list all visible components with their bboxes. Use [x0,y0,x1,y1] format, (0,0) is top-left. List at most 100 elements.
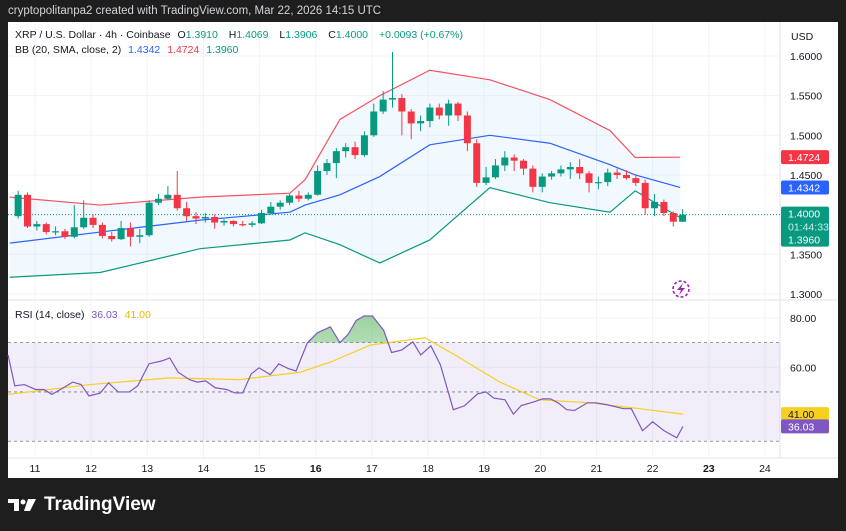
rsi-label[interactable]: RSI (14, close) [15,309,85,321]
candle-body [473,143,481,183]
candle [585,170,593,193]
candle [52,226,60,236]
candle [314,165,322,196]
candle-body [14,194,22,217]
brand-name: TradingView [44,494,156,515]
candle-body [370,111,378,136]
candle-body [220,220,228,223]
bb-basis-value: 1.4342 [128,44,161,56]
candle [660,199,668,217]
high-value: 1.4069 [236,29,269,41]
candle-body [604,172,612,183]
candle [304,192,312,201]
close-label: C [328,29,336,41]
candle-body [679,214,687,222]
time-tick-label: 22 [647,463,659,475]
low-value: 1.3906 [285,29,318,41]
candle [229,220,237,227]
change-value: +0.0093 (+0.67%) [378,29,463,41]
candle [388,52,396,108]
candle-body [445,103,453,116]
candle-body [173,194,181,209]
candle-body [314,170,322,195]
rsi-line [7,315,684,439]
symbol-name[interactable]: XRP / U.S. Dollar · 4h · Coinbase [15,29,171,41]
candle [407,109,415,140]
candle-body [454,103,462,116]
candle [24,192,32,229]
candle [679,209,687,223]
candle-body [529,168,537,187]
candle [566,162,574,179]
bollinger-upper-line [9,69,681,206]
open-label: O [177,29,186,41]
candle [126,222,134,247]
bb-upper-value: 1.4724 [167,44,200,56]
candle-body [613,172,621,175]
candle [491,159,499,179]
candle-body [594,182,602,184]
alert-lightning-icon[interactable] [672,280,690,298]
candle-body [651,201,659,209]
candle-body [388,98,396,100]
price-tick-label: 1.3000 [790,289,822,301]
candle-body [257,213,265,224]
chart-panel[interactable] [8,22,838,478]
candle-body [632,178,640,183]
candle [239,220,247,227]
candle [557,165,565,177]
candle [276,200,284,210]
bb-lower-value: 1.3960 [206,44,239,56]
candle-body [267,206,275,214]
candle [220,219,228,226]
candle [520,159,528,175]
candle [576,159,584,179]
candle [632,174,640,187]
price-tick-label: 1.5500 [790,91,822,103]
candle-body [510,157,518,161]
candle [117,220,125,240]
candle [445,99,453,126]
candle [33,220,41,231]
candle-body [641,182,649,209]
candle [108,232,116,242]
candle [379,90,387,114]
bb-legend: BB (20, SMA, close, 2) 1.4342 1.4724 1.3… [15,44,242,56]
close-value: 1.4000 [335,29,369,41]
candle-body [426,107,434,122]
candle [267,201,275,215]
rsi-ma-line [7,337,684,415]
candle [295,190,303,202]
tradingview-logo[interactable]: TradingView [8,494,156,516]
bb-basis-price-label-text: 1.4342 [788,182,820,194]
time-tick-label: 15 [254,463,266,475]
time-tick-label: 16 [310,463,322,475]
price-tick-label: 1.3500 [790,249,822,261]
candle-body [183,208,191,217]
candle [669,211,677,227]
rsi-axis-label: 36.03 [781,419,829,434]
candle-body [229,220,237,225]
candle-body [342,147,350,152]
candle [201,213,209,223]
candle [482,167,490,186]
rsi-value: 36.03 [91,309,118,321]
rsi-tick-label: 60.00 [790,362,816,374]
candle-body [398,98,406,112]
bb-label[interactable]: BB (20, SMA, close, 2) [15,44,122,56]
candle-body [201,216,209,219]
candle [42,222,50,235]
candle-body [286,195,294,203]
candle-body [407,111,415,124]
candle-body [501,157,509,166]
candle [342,143,350,158]
candle-body [61,231,69,237]
candle [61,228,69,240]
candle-body [622,174,630,179]
candle [89,214,97,229]
candle-body [295,195,303,199]
candle-body [491,165,499,178]
candle-body [80,217,88,228]
